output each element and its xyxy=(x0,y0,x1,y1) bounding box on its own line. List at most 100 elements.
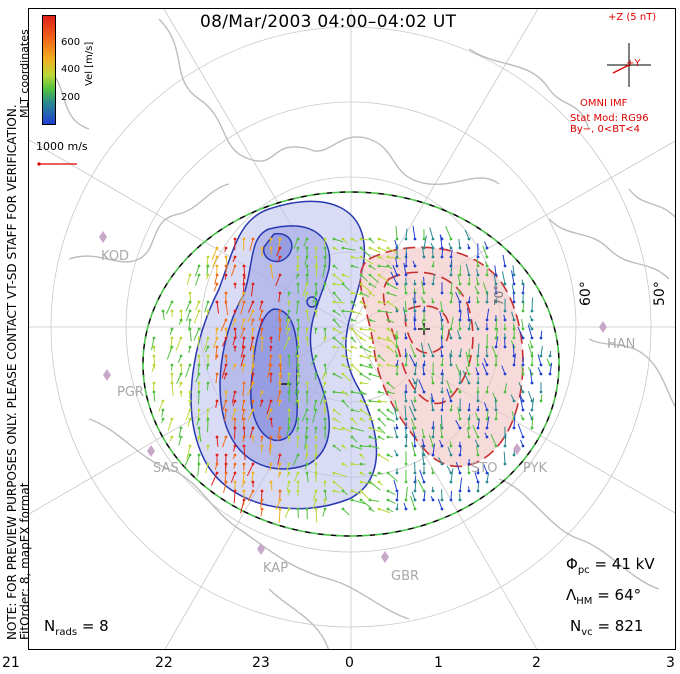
velocity-vector-origin xyxy=(458,471,462,475)
velocity-vector-origin xyxy=(350,444,354,448)
map-frame: KOD PGR SAS KAP GBR STO PYK HAN xyxy=(28,8,676,650)
velocity-vector-origin xyxy=(386,489,390,493)
velocity-vector-origin xyxy=(413,282,417,286)
velocity-vector-origin xyxy=(242,354,246,358)
velocity-vector xyxy=(250,283,254,297)
velocity-vector-origin xyxy=(467,426,471,430)
velocity-vector-origin xyxy=(404,417,408,421)
velocity-vector-origin xyxy=(350,426,354,430)
velocity-vector-origin xyxy=(467,246,471,250)
velocity-vector-origin xyxy=(494,417,498,421)
velocity-vector xyxy=(269,436,272,451)
stat-phi-pc: Φpc = 41 kV xyxy=(566,555,655,576)
imf-source: OMNI IMF xyxy=(580,98,628,109)
velocity-vector-origin xyxy=(368,264,372,268)
velocity-vector-origin xyxy=(359,372,363,376)
velocity-vector xyxy=(360,346,372,353)
velocity-vector-origin xyxy=(395,417,399,421)
velocity-vector-origin xyxy=(440,390,444,394)
velocity-vector-origin xyxy=(197,354,201,358)
velocity-vector-origin xyxy=(476,282,480,286)
velocity-vector-origin xyxy=(206,255,210,259)
velocity-vector-origin xyxy=(413,372,417,376)
velocity-vector-origin xyxy=(332,318,336,322)
velocity-vector-origin xyxy=(368,345,372,349)
velocity-vector-origin xyxy=(440,381,444,385)
velocity-vector-origin xyxy=(296,237,300,241)
velocity-vector xyxy=(387,256,402,260)
velocity-vector-origin xyxy=(269,237,273,241)
velocity-vector-origin xyxy=(314,489,318,493)
velocity-vector-origin xyxy=(341,345,345,349)
velocity-vector-origin xyxy=(323,255,327,259)
velocity-vector xyxy=(231,409,236,422)
velocity-vector-origin xyxy=(269,417,273,421)
velocity-vector-origin xyxy=(242,417,246,421)
velocity-vector-origin xyxy=(386,318,390,322)
velocity-vector-origin xyxy=(350,498,354,502)
velocity-vector-origin xyxy=(251,381,255,385)
velocity-vector-origin xyxy=(233,462,237,466)
velocity-vector-origin xyxy=(179,318,183,322)
velocity-vector-origin xyxy=(305,435,309,439)
velocity-vector-origin xyxy=(368,435,372,439)
lambda-symbol: Λ xyxy=(566,586,577,604)
velocity-vector-origin xyxy=(332,336,336,340)
velocity-vector-origin xyxy=(404,291,408,295)
velocity-vector xyxy=(286,481,290,491)
velocity-vector-origin xyxy=(485,300,489,304)
velocity-vector-origin xyxy=(224,246,228,250)
velocity-vector xyxy=(549,362,553,375)
velocity-vector-origin xyxy=(422,372,426,376)
velocity-vector-origin xyxy=(485,345,489,349)
velocity-vector-origin xyxy=(278,498,282,502)
velocity-vector-origin xyxy=(440,363,444,367)
velocity-vector-origin xyxy=(224,453,228,457)
velocity-vector xyxy=(268,355,272,368)
velocity-vector-origin xyxy=(314,471,318,475)
velocity-vector xyxy=(486,291,488,303)
velocity-vector-origin xyxy=(251,489,255,493)
velocity-vector xyxy=(277,454,281,465)
velocity-vector xyxy=(405,352,408,366)
velocity-vector xyxy=(246,463,254,477)
velocity-vector-origin xyxy=(278,372,282,376)
velocity-vector-origin xyxy=(377,399,381,403)
velocity-vector xyxy=(378,454,390,462)
velocity-vector-origin xyxy=(287,327,291,331)
velocity-vector-origin xyxy=(215,453,219,457)
velocity-vector-origin xyxy=(296,453,300,457)
station-pyk: PYK xyxy=(523,461,548,476)
velocity-vector xyxy=(294,472,299,482)
velocity-vector-origin xyxy=(449,237,453,241)
velocity-vector-origin xyxy=(161,408,165,412)
velocity-vector-origin xyxy=(179,390,183,394)
velocity-vector-origin xyxy=(458,291,462,295)
velocity-vector-origin xyxy=(449,363,453,367)
velocity-vector-origin xyxy=(368,246,372,250)
velocity-vector xyxy=(241,409,245,421)
velocity-vector-origin xyxy=(404,399,408,403)
velocity-vector xyxy=(486,472,490,483)
velocity-vector xyxy=(518,382,524,393)
velocity-vector-origin xyxy=(242,345,246,349)
mlt-tick-21: 21 xyxy=(2,655,20,671)
velocity-vector xyxy=(409,354,416,366)
velocity-vector-origin xyxy=(503,327,507,331)
velocity-vector-origin xyxy=(215,372,219,376)
velocity-vector xyxy=(294,346,299,358)
velocity-vector xyxy=(495,327,499,339)
velocity-vector xyxy=(495,336,499,348)
velocity-vector xyxy=(238,292,245,306)
velocity-vector-origin xyxy=(215,462,219,466)
velocity-vector-origin xyxy=(269,462,273,466)
velocity-vector xyxy=(315,256,318,270)
velocity-vector-origin xyxy=(179,435,183,439)
lat-label-50: 50° xyxy=(652,281,668,306)
velocity-vector-origin xyxy=(368,417,372,421)
velocity-vector xyxy=(447,446,452,456)
velocity-vector-origin xyxy=(503,309,507,313)
velocity-vector-origin xyxy=(476,408,480,412)
nvc-symbol: N xyxy=(570,617,582,635)
velocity-vector-origin xyxy=(152,363,156,367)
